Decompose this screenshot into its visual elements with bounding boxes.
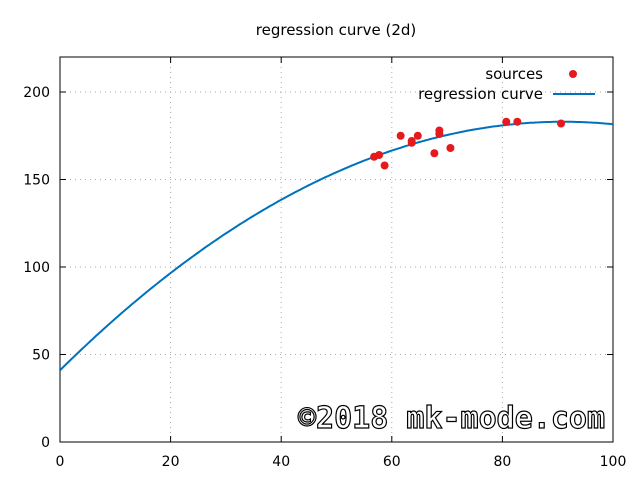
data-point <box>375 151 384 159</box>
ticks: 0 20 40 60 80 100 0 50 100 150 200 <box>23 57 626 470</box>
data-point <box>430 149 439 158</box>
y-tick-label: 200 <box>23 85 50 101</box>
data-point <box>435 130 444 138</box>
y-tick-label: 150 <box>23 173 50 189</box>
y-tick-label: 100 <box>23 260 50 276</box>
y-tick-label: 50 <box>32 348 50 364</box>
data-point <box>557 119 566 128</box>
regression-curve-line <box>60 120 613 372</box>
data-point <box>407 138 416 147</box>
x-tick-label: 60 <box>383 454 401 470</box>
legend-marker-sources <box>569 70 577 78</box>
legend-label-sources: sources <box>485 65 543 83</box>
y-tick-label: 0 <box>41 435 50 451</box>
sources-points <box>370 117 566 170</box>
watermark: ©2018 mk-mode.com <box>298 401 605 436</box>
data-point <box>396 131 405 140</box>
plot-frame <box>59 56 614 443</box>
x-tick-label: 80 <box>493 454 511 470</box>
grid <box>60 57 613 442</box>
data-point <box>380 161 389 170</box>
x-tick-label: 0 <box>56 454 65 470</box>
data-point <box>413 131 422 140</box>
legend: sources regression curve <box>418 65 595 103</box>
data-point <box>502 117 511 126</box>
x-tick-label: 100 <box>600 454 627 470</box>
data-point <box>446 144 455 152</box>
x-tick-label: 40 <box>272 454 290 470</box>
x-tick-label: 20 <box>162 454 180 470</box>
legend-label-regression-curve: regression curve <box>418 85 543 103</box>
chart-title: regression curve (2d) <box>256 21 416 39</box>
data-point <box>513 117 522 126</box>
